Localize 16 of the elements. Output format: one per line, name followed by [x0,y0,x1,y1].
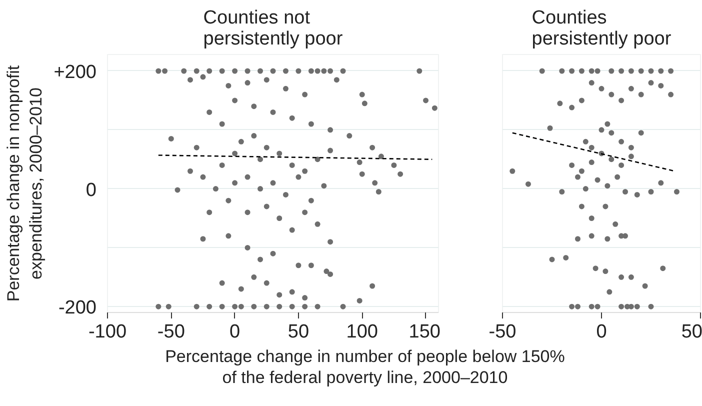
y-tick-label: 0 [86,180,97,201]
x-tick-label: 150 [408,322,440,342]
x-tick-label: -50 [157,322,185,342]
chart-title: Counties not persistently poor [203,8,344,50]
x-tick-label: 0 [230,322,240,342]
y-tick-label: -200 [58,298,97,319]
x-tick-label: 50 [681,322,702,342]
x-tick-label: -50 [488,322,516,342]
y-tick-label: +200 [54,62,96,83]
x-tick-label: 50 [288,322,310,342]
x-tick-label: 0 [596,322,607,342]
y-axis-title: Percentage change in nonprofit expenditures, 2000–2010 [4,65,46,302]
x-tick-label: -100 [88,322,127,342]
x-tick-label: 100 [346,322,378,342]
chart-title: Counties persistently poor [532,8,672,50]
x-axis-title: Percentage change in number of people below 150% of the federal poverty line, 2000–2010 [165,346,565,388]
